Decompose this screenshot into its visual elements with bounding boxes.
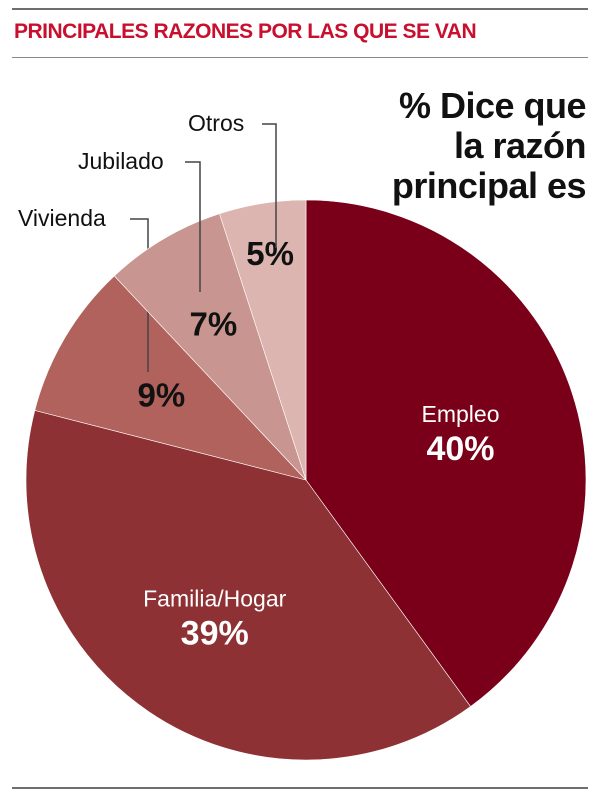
slice-label-familia-hogar: Familia/Hogar	[143, 585, 286, 611]
top-rule	[12, 8, 588, 10]
slice-label-vivienda: Vivienda	[18, 205, 106, 231]
bottom-rule	[12, 787, 588, 789]
leader-line-jubilado	[185, 161, 201, 292]
slice-label-empleo: Empleo	[422, 401, 500, 427]
subtitle-line-1: % Dice que	[398, 85, 587, 126]
chart-header: PRINCIPALES RAZONES POR LAS QUE SE VAN	[14, 20, 477, 43]
pie-slice-empleo	[305, 199, 587, 707]
subtitle-line-3: principal es	[391, 165, 587, 206]
subtitle-line-2: la razón	[453, 125, 587, 166]
slice-value-otros: 5%	[246, 235, 294, 272]
slice-label-otros: Otros	[188, 110, 244, 136]
pie-slice-jubilado	[113, 213, 307, 481]
slice-value-jubilado: 7%	[190, 305, 238, 342]
header-rule	[12, 57, 588, 58]
pie-slice-vivienda	[34, 275, 307, 481]
slice-value-familia-hogar: 39%	[181, 614, 249, 652]
chart-subtitle: % Dice que la razón principal es	[346, 85, 587, 206]
pie-slice-otros	[219, 199, 307, 481]
slice-value-vivienda: 9%	[138, 377, 186, 414]
slice-label-jubilado: Jubilado	[78, 148, 164, 174]
pie-slice-familia-hogar	[25, 410, 471, 761]
leader-line-vivienda	[130, 218, 149, 372]
slice-value-empleo: 40%	[426, 430, 494, 468]
leader-line-otros	[262, 123, 277, 248]
